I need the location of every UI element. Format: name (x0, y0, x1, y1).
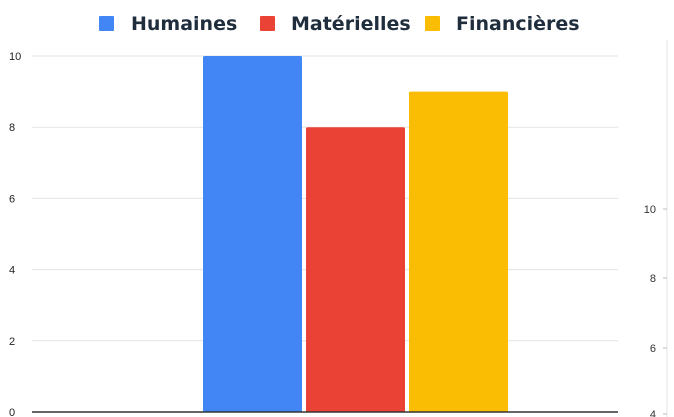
y-tick-label: 6 (9, 193, 15, 205)
bar-materielles (306, 127, 405, 412)
bars (203, 56, 508, 412)
legend-swatch (260, 16, 275, 31)
legend-swatch (99, 16, 114, 31)
bar-financieres (409, 91, 508, 412)
legend: Humaines Matérielles Financières (99, 13, 580, 35)
legend-swatch (425, 16, 440, 31)
secondary-tick-label: 4 (650, 409, 656, 417)
secondary-tick-label: 8 (650, 273, 656, 285)
legend-label: Matérielles (291, 13, 411, 35)
y-tick-label: 10 (9, 51, 21, 63)
secondary-y-axis: 10 8 6 4 (644, 40, 668, 417)
bar-humaines (203, 56, 302, 412)
y-tick-label: 8 (9, 122, 15, 134)
legend-label: Financières (456, 13, 580, 35)
y-tick-label: 2 (9, 336, 15, 348)
y-tick-label: 4 (9, 265, 15, 277)
legend-label: Humaines (131, 13, 237, 35)
y-tick-label: 0 (9, 407, 15, 417)
secondary-tick-label: 6 (650, 343, 656, 355)
secondary-tick-label: 10 (644, 204, 656, 216)
y-axis-ticks: 0 2 4 6 8 10 (9, 51, 21, 417)
